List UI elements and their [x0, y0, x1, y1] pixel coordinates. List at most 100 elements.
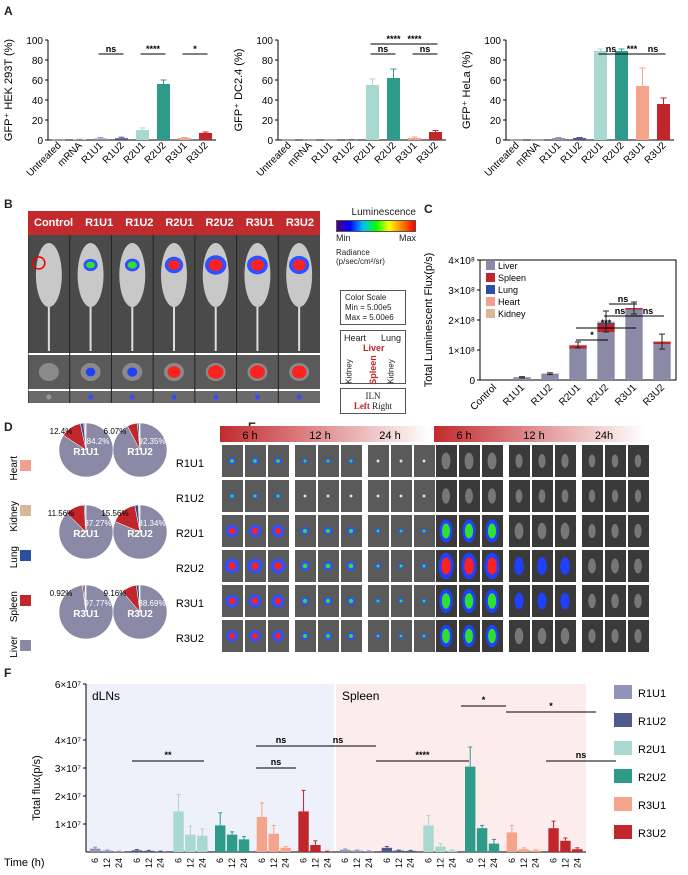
- signal-inner: [302, 598, 308, 604]
- col-label-r2u2: R2U2: [205, 217, 234, 229]
- scale-min-label: Min: [336, 233, 351, 243]
- time-tick-label: 24: [489, 858, 499, 868]
- pie-slice: [85, 422, 87, 451]
- bar: [197, 835, 208, 852]
- bar: [177, 138, 192, 140]
- organ-signal: [634, 558, 642, 574]
- organ-signal: [515, 454, 523, 468]
- organ-signal: [537, 592, 547, 610]
- x-tick-label: R3U1: [622, 140, 648, 166]
- signal-inner: [422, 634, 426, 638]
- organ-signal: [487, 452, 497, 470]
- organ-signal: [167, 366, 181, 378]
- bar: [572, 138, 587, 140]
- organ-signal: [561, 489, 569, 503]
- signal-dot: [303, 494, 307, 498]
- organ-signal: [611, 628, 619, 644]
- panel-label-c: C: [424, 202, 433, 216]
- organ-signal: [515, 489, 523, 503]
- signal-inner: [348, 598, 354, 604]
- iln-signal: [88, 394, 94, 400]
- stacked-bar-segment: [569, 348, 587, 380]
- signal-inner: [325, 528, 331, 534]
- significance-label: ns: [576, 750, 587, 760]
- legend-label: Liver: [9, 635, 20, 657]
- y-axis-label: Total flux(p/s): [31, 755, 43, 820]
- legend-swatch: [486, 309, 495, 318]
- time-tick-label: 12: [519, 858, 529, 868]
- row-label: R3U1: [176, 598, 204, 610]
- time-label: 12 h: [523, 430, 544, 442]
- bar: [93, 138, 108, 140]
- x-tick-label: R1U1: [538, 140, 564, 166]
- bar: [256, 817, 268, 852]
- y-axis-label: GFP⁺ HEK 293T (%): [3, 39, 15, 141]
- bar: [135, 130, 150, 140]
- x-tick-label: R2U2: [373, 140, 399, 166]
- time-label: 24 h: [379, 430, 400, 442]
- organ-liver-label: Liver: [363, 343, 385, 353]
- bar: [173, 811, 184, 852]
- legend-label: R3U2: [638, 828, 666, 840]
- bar: [322, 851, 333, 852]
- iln-signal: [46, 394, 52, 400]
- time-tick-label: 24: [364, 858, 374, 868]
- significance-label: ns: [378, 44, 389, 54]
- time-tick-label: 6: [174, 858, 184, 863]
- signal-inner: [274, 597, 282, 605]
- col-label-r2u1: R2U1: [165, 217, 194, 229]
- significance-label: ****: [415, 750, 430, 760]
- pie-name-label: R1U2: [127, 447, 153, 458]
- time-tick-label: 6: [90, 858, 100, 863]
- y-tick-label: 100: [26, 36, 43, 47]
- organ-signal: [514, 592, 524, 610]
- time-tick-label: 6: [132, 858, 142, 863]
- radiance-label: Radiance: [336, 248, 370, 257]
- legend-label: R2U1: [638, 744, 666, 756]
- signal-inner: [376, 564, 380, 568]
- stacked-bar-segment: [625, 309, 643, 380]
- signal-inner: [228, 597, 236, 605]
- organ-signal-inner: [464, 593, 474, 609]
- signal-inner: [275, 633, 281, 639]
- significance-label: ns: [606, 44, 617, 54]
- signal-inner: [422, 529, 426, 533]
- iln-signal: [213, 394, 219, 400]
- legend-label: R2U2: [638, 772, 666, 784]
- mouse-imaging-panel: [28, 235, 320, 403]
- x-tick-label: R3U2: [643, 140, 669, 166]
- color-scale-min: Min = 5.00e5: [345, 303, 392, 312]
- legend-label: Lung: [498, 285, 518, 295]
- bar: [215, 825, 226, 852]
- mouse-body: [35, 243, 62, 307]
- bar: [407, 138, 422, 140]
- signal-inner: [326, 459, 330, 463]
- organ-signal-inner: [442, 628, 450, 644]
- bar: [530, 850, 541, 852]
- signal-inner: [303, 459, 307, 463]
- organ-signal: [207, 365, 224, 379]
- signal-inner: [349, 634, 353, 638]
- organ-signal: [634, 489, 642, 503]
- mouse-body: [161, 243, 187, 307]
- significance-label: ns: [106, 44, 117, 54]
- y-tick-label: 4×10⁷: [55, 736, 82, 747]
- organ-signal-inner: [488, 628, 496, 644]
- organ-spleen-label: Spleen: [367, 355, 378, 385]
- signal-inner: [230, 459, 234, 463]
- pie-spleen-pct: 6.07%: [104, 427, 127, 436]
- significance-label: ns: [643, 306, 654, 316]
- pie-spleen-pct: 0.92%: [50, 589, 73, 598]
- organ-signal: [537, 522, 547, 540]
- iln-box: ILN Left Right: [340, 388, 406, 414]
- dlns-background: [86, 684, 334, 852]
- chart-total-luminescent-flux: 0 1×10⁸ 2×10⁸ 3×10⁸ 4×10⁸ Total Luminescent F…: [423, 253, 677, 413]
- bar: [435, 846, 446, 852]
- bar: [185, 834, 196, 852]
- organ-signal: [291, 365, 307, 379]
- y-tick-label: 0: [469, 376, 475, 387]
- signal-dot: [399, 459, 403, 463]
- organ-signal-inner: [487, 557, 497, 575]
- time-tick-label: 24: [197, 858, 207, 868]
- bar: [614, 51, 629, 140]
